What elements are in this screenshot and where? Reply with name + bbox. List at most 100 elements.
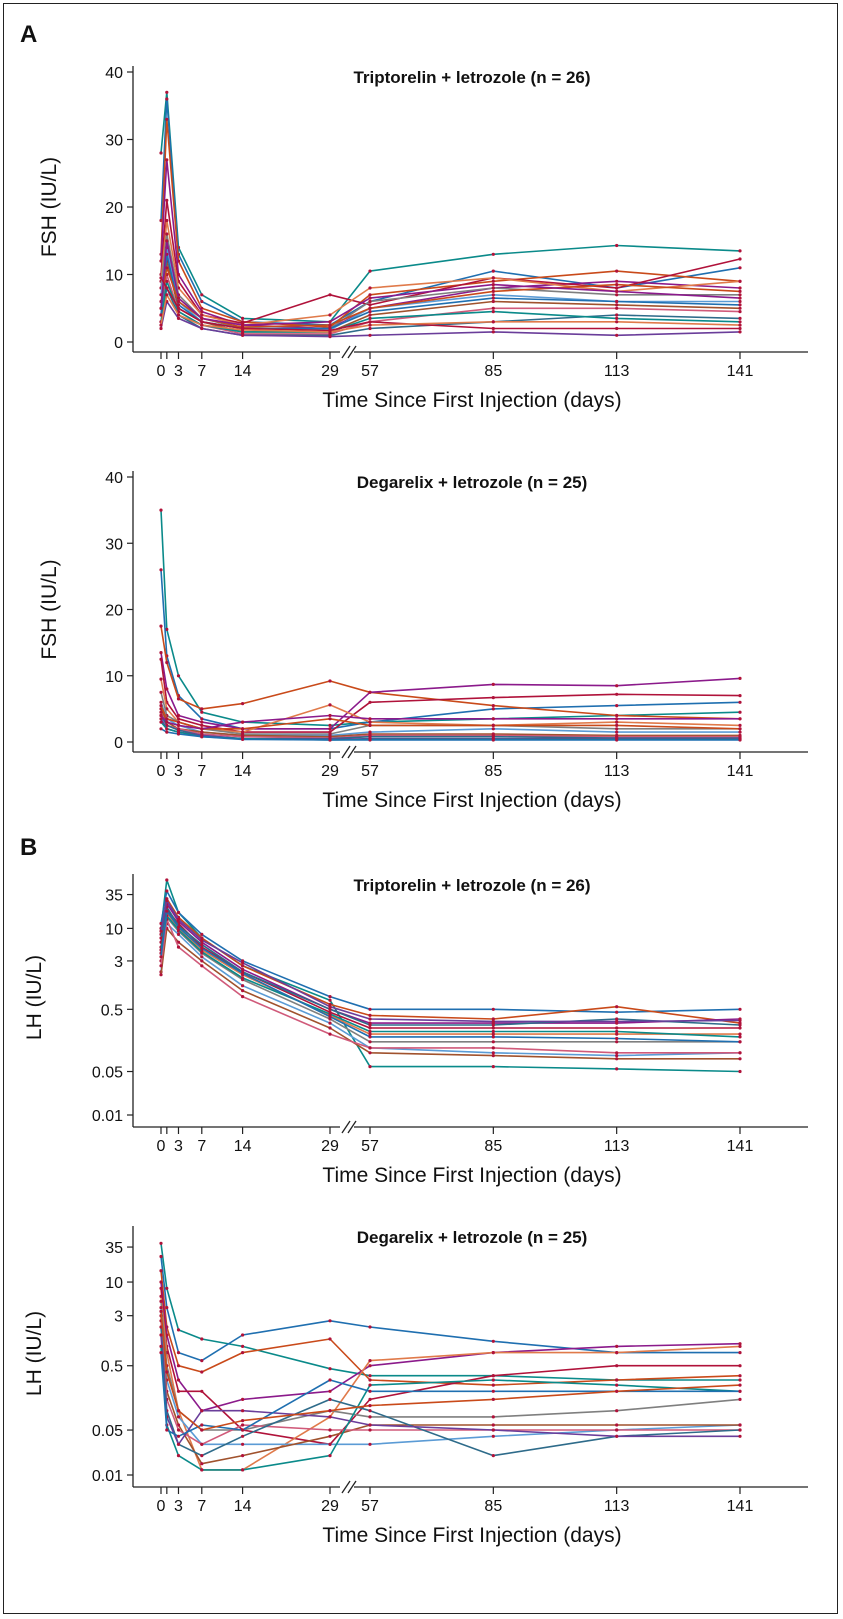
data-point <box>738 249 742 253</box>
data-point <box>328 727 332 731</box>
data-point <box>615 289 619 293</box>
data-point <box>738 306 742 310</box>
data-point <box>615 306 619 310</box>
data-point <box>165 899 169 903</box>
data-point <box>491 306 495 310</box>
data-point <box>165 97 169 101</box>
data-point <box>738 289 742 293</box>
x-tick-label: 141 <box>727 363 754 380</box>
data-point <box>368 1065 372 1069</box>
data-point <box>159 306 163 310</box>
data-point <box>615 1389 619 1393</box>
data-point <box>328 723 332 728</box>
series-line <box>160 910 741 1043</box>
series-line <box>160 1270 741 1386</box>
data-point <box>738 1342 742 1346</box>
data-point <box>738 710 742 714</box>
data-point <box>491 1397 495 1401</box>
data-point <box>368 303 372 307</box>
data-point <box>615 1040 619 1044</box>
data-point <box>159 624 163 628</box>
x-tick-label: 57 <box>361 1138 379 1155</box>
series-line <box>160 692 740 735</box>
data-point <box>159 1344 163 1348</box>
y-tick-label: 3 <box>114 954 123 971</box>
y-tick-label: 10 <box>105 268 123 285</box>
series-line <box>160 659 741 733</box>
series-line <box>160 708 740 738</box>
data-point <box>368 299 372 304</box>
data-point <box>176 313 181 317</box>
data-point <box>615 1051 619 1055</box>
data-point <box>738 1057 742 1061</box>
x-tick-label: 113 <box>604 1138 630 1155</box>
data-point <box>159 276 163 280</box>
data-point <box>615 730 619 734</box>
data-point <box>615 738 619 742</box>
x-tick-label: 113 <box>604 363 630 380</box>
x-tick-label: 85 <box>484 1138 502 1155</box>
chart-title: Degarelix + letrozole (n = 25) <box>357 1228 588 1247</box>
data-point <box>738 700 742 704</box>
data-point <box>368 286 372 290</box>
x-tick-label: 14 <box>234 1498 252 1515</box>
y-tick-label: 40 <box>105 470 123 487</box>
axis-break-mark <box>341 1480 351 1494</box>
data-point <box>328 1021 332 1025</box>
data-point <box>328 1026 332 1030</box>
data-point <box>368 1007 372 1011</box>
x-tick-label: 29 <box>321 763 339 780</box>
data-point <box>615 1036 619 1041</box>
x-tick-label: 113 <box>604 763 630 780</box>
data-point <box>159 1309 163 1313</box>
data-point <box>615 1026 619 1030</box>
panel-label-a: A <box>20 21 37 48</box>
y-tick-label: 0 <box>114 735 123 752</box>
data-point <box>615 303 619 307</box>
data-point <box>491 1007 495 1011</box>
data-point <box>328 738 332 742</box>
data-point <box>328 313 332 317</box>
data-point <box>368 700 372 704</box>
data-point <box>328 1015 332 1019</box>
data-point <box>738 326 742 331</box>
data-point <box>491 1374 495 1378</box>
data-point <box>615 293 619 297</box>
data-point <box>328 1032 332 1036</box>
data-point <box>491 1026 495 1030</box>
x-tick-label: 57 <box>361 1498 379 1515</box>
data-point <box>328 1434 332 1438</box>
x-axis-label: Time Since First Injection (days) <box>322 1524 621 1547</box>
data-point <box>159 651 163 655</box>
data-point <box>615 1423 619 1427</box>
data-point <box>200 959 204 963</box>
axis-break-mark <box>341 345 351 359</box>
data-point <box>738 1374 742 1378</box>
data-point <box>165 232 169 236</box>
data-point <box>615 1005 619 1009</box>
data-point <box>738 299 742 304</box>
data-point <box>491 269 495 273</box>
data-point <box>491 1428 495 1432</box>
data-point <box>328 1002 332 1007</box>
data-point <box>368 1428 372 1432</box>
data-point <box>491 283 495 287</box>
series-line <box>160 273 741 335</box>
data-point <box>328 1454 332 1458</box>
data-point <box>159 1254 163 1259</box>
x-tick-label: 0 <box>157 763 166 780</box>
data-point <box>368 1017 372 1021</box>
series-line <box>160 1256 740 1362</box>
data-point <box>200 710 204 714</box>
data-point <box>176 1409 181 1413</box>
y-tick-label: 20 <box>105 603 123 620</box>
data-point <box>491 286 495 290</box>
data-point <box>368 1023 372 1027</box>
data-point <box>491 1035 495 1039</box>
chart-title: Degarelix + letrozole (n = 25) <box>357 473 588 492</box>
y-axis-label: FSH (IU/L) <box>38 157 61 257</box>
series-line <box>160 510 741 727</box>
data-point <box>328 717 332 721</box>
data-point <box>738 1364 742 1368</box>
y-axis-label: LH (IU/L) <box>23 955 46 1040</box>
